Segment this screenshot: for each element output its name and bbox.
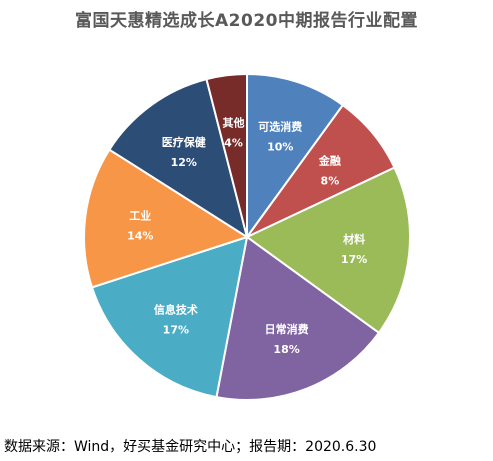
pie-slice-6 — [107, 77, 249, 240]
slice-category-label-2: 材料 — [343, 232, 365, 246]
pie-slice-5 — [83, 148, 250, 289]
pie-slice-0 — [246, 72, 345, 241]
slice-value-label-3: 18% — [273, 343, 299, 356]
slice-category-label-4: 信息技术 — [154, 303, 198, 317]
slice-value-label-5: 14% — [127, 230, 153, 243]
slice-category-label-0: 可选消费 — [258, 120, 302, 134]
slice-value-label-6: 12% — [171, 156, 197, 169]
slice-value-label-2: 17% — [341, 253, 367, 266]
pie-slice-4 — [90, 235, 249, 399]
slice-category-label-6: 医疗保健 — [162, 135, 207, 149]
slice-category-label-1: 金融 — [318, 153, 341, 167]
chart-title: 富国天惠精选成长A2020中期报告行业配置 — [75, 11, 418, 31]
slice-category-label-7: 其他 — [223, 115, 245, 129]
slice-value-label-4: 17% — [163, 324, 189, 337]
pie-slice-7 — [205, 72, 248, 238]
source-note: 数据来源：Wind，好买基金研究中心；报告期：2020.6.30 — [4, 439, 377, 455]
slice-category-label-5: 工业 — [129, 209, 151, 223]
slice-value-label-0: 10% — [267, 141, 293, 154]
slice-value-label-7: 4% — [224, 136, 243, 149]
slice-category-label-3: 日常消费 — [265, 322, 309, 336]
pie-slice-3 — [215, 235, 381, 401]
pie-slice-2 — [245, 166, 411, 335]
slice-value-label-1: 8% — [321, 174, 340, 187]
